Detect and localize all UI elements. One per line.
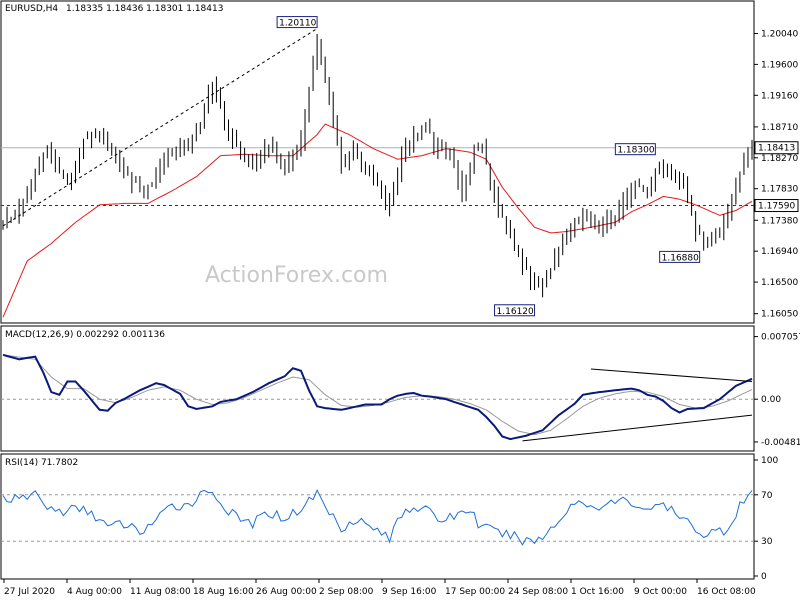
watermark: ActionForex.com [205, 263, 388, 288]
time-axis-label: 4 Aug 00:00 [67, 587, 122, 597]
rsi-axis-label: 30 [761, 537, 773, 547]
time-axis-label: 16 Oct 08:00 [697, 587, 756, 597]
price-axis-label: 1.16940 [761, 247, 798, 257]
time-axis-label: 18 Aug 16:00 [193, 587, 254, 597]
macd-axis-label: 0.007057 [761, 333, 800, 343]
macd-trendline [522, 414, 753, 442]
header-ohlc: 1.18335 1.18436 1.18301 1.18413 [66, 4, 223, 14]
macd-pane: MACD(12,26,9) 0.002292 0.001136 [0, 325, 755, 452]
time-axis-label: 1 Oct 16:00 [571, 587, 624, 597]
time-axis-label: 2 Sep 08:00 [319, 587, 374, 597]
price-annotation-label: 1.16880 [662, 253, 699, 263]
time-axis-label: 17 Sep 00:00 [445, 587, 505, 597]
price-pane: EURUSD,H4 1.18335 1.18436 1.18301 1.1841… [0, 0, 755, 324]
current-price-box [754, 141, 799, 155]
price-annotation-box [614, 143, 656, 156]
rsi-axis-label: 0 [761, 572, 767, 582]
uptrend-dashed-line [2, 28, 318, 227]
macd-line [2, 353, 753, 441]
price-axis-label: 1.17380 [761, 216, 798, 226]
price-annotation-box [276, 16, 318, 29]
rsi-axis-label: 70 [761, 491, 773, 501]
price-annotation-box [659, 250, 701, 263]
header-symbol: EURUSD,H4 [5, 4, 58, 14]
support-level-box [754, 199, 799, 213]
macd-trendline [590, 368, 753, 382]
time-axis-label: 9 Sep 16:00 [382, 587, 437, 597]
support-level-label: 1.17590 [758, 202, 795, 212]
price-annotation-label: 1.16120 [497, 307, 534, 317]
macd-label: MACD(12,26,9) 0.002292 0.001136 [5, 330, 165, 340]
price-axis-label: 1.17830 [761, 185, 798, 195]
moving-average-line [2, 123, 753, 318]
time-axis-label: 26 Aug 00:00 [256, 587, 317, 597]
rsi-axis-label: 100 [761, 456, 778, 466]
price-axis-label: 1.16050 [761, 310, 798, 320]
time-axis-label: 9 Oct 00:00 [634, 587, 687, 597]
rsi-pane: RSI(14) 71.7802 [0, 453, 755, 580]
price-axis-label: 1.19160 [761, 91, 798, 101]
rsi-label: RSI(14) 71.7802 [5, 458, 78, 468]
price-axis-label: 1.18710 [761, 123, 798, 133]
price-axis-label: 1.16500 [761, 278, 798, 288]
price-annotation-label: 1.20110 [279, 19, 316, 29]
price-axis-label: 1.20040 [761, 29, 798, 39]
time-axis-label: 11 Aug 08:00 [130, 587, 191, 597]
macd-axis-label: 0.00 [761, 395, 781, 405]
price-annotation-label: 1.18300 [617, 146, 654, 156]
time-axis-label: 24 Sep 08:00 [508, 587, 568, 597]
rsi-line [2, 489, 753, 546]
macd-axis-label: -0.004818 [761, 438, 800, 448]
price-axis-label: 1.19600 [761, 60, 798, 70]
price-axis-label: 1.18270 [761, 154, 798, 164]
time-axis-label: 27 Jul 2020 [4, 587, 55, 597]
price-annotation-box [494, 304, 536, 317]
current-price-label: 1.18413 [758, 144, 795, 154]
